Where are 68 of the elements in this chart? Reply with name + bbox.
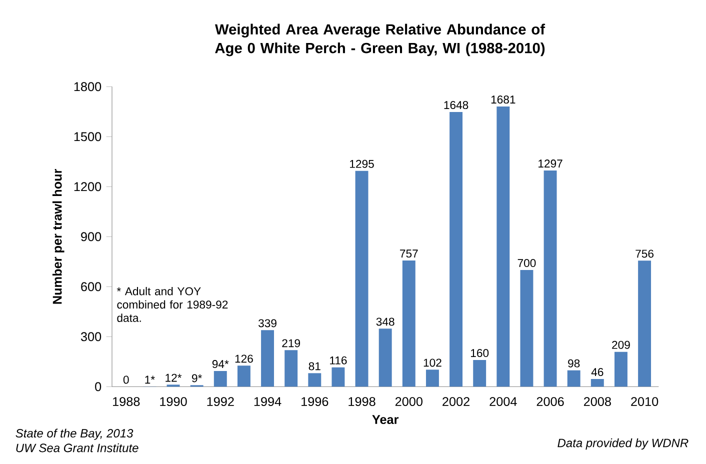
bar <box>261 330 274 387</box>
text: State of the Bay, 2013 <box>16 428 134 440</box>
data-label: 1648 <box>444 101 468 110</box>
bar <box>544 170 557 387</box>
x-tick-label: 1994 <box>254 397 282 406</box>
x-tick-label: 1992 <box>207 397 234 406</box>
x-tick-label: 2002 <box>442 397 470 406</box>
x-tick-label: 2008 <box>584 397 611 406</box>
text: Data provided by WDNR <box>558 438 688 450</box>
data-label: 1681 <box>491 96 516 104</box>
data-label: 209 <box>612 340 630 349</box>
bar <box>473 360 486 387</box>
y-axis-title: Number per trawl hour <box>52 168 64 304</box>
bar <box>308 373 322 387</box>
x-tick-label: 2006 <box>536 397 564 406</box>
data-label: 700 <box>518 259 536 268</box>
data-label: 1* <box>145 376 155 384</box>
text: UW Sea Grant Institute <box>16 443 138 452</box>
data-label: 1297 <box>538 160 562 168</box>
y-tick-label: 0 <box>95 382 102 392</box>
data-label: 339 <box>258 319 276 328</box>
bar <box>520 270 534 387</box>
data-label: 46 <box>591 368 604 376</box>
bar <box>355 170 368 387</box>
x-tick-label: 1988 <box>113 397 140 406</box>
bar <box>567 370 580 387</box>
chart-title: Weighted Area Average Relative Abundance of Age 0 White Perch - Green Bay, WI (1988-2010) <box>214 24 546 56</box>
data-label: 98 <box>568 359 580 368</box>
y-tick-label: 1200 <box>74 182 102 192</box>
data-label: 160 <box>470 349 489 358</box>
data-label: 94* <box>212 360 229 368</box>
bar <box>237 366 250 387</box>
x-tick-label: 1998 <box>348 397 376 406</box>
bar <box>496 106 510 387</box>
bar <box>214 371 227 387</box>
data-label: 102 <box>424 358 442 367</box>
bar <box>450 112 463 387</box>
bar <box>590 379 604 387</box>
bar <box>284 350 298 387</box>
y-tick-label: 900 <box>81 232 102 242</box>
y-tick-label: 300 <box>80 332 102 342</box>
y-tick-label: 600 <box>81 282 102 292</box>
bar <box>332 367 345 387</box>
x-tick-label: 1990 <box>160 397 187 406</box>
bar <box>614 352 628 387</box>
x-tick-label: 2004 <box>490 397 517 406</box>
data-label: 12* <box>166 374 182 382</box>
data-label: 219 <box>282 339 300 348</box>
data-label: 0 <box>123 376 129 384</box>
data-label: 116 <box>330 356 347 364</box>
x-axis-title: Year <box>372 415 399 424</box>
x-tick-label: 2000 <box>395 397 422 406</box>
data-label: 9* <box>192 374 202 382</box>
data-label: 81 <box>308 362 320 370</box>
data-label: 126 <box>235 354 253 363</box>
data-label: 757 <box>400 250 418 258</box>
x-tick-label: 1996 <box>302 397 328 406</box>
y-tick-label: 1800 <box>74 82 102 92</box>
annotation: * Adult and YOY combined for 1989-92 data. <box>116 286 228 322</box>
bar <box>426 370 439 387</box>
data-label: 1295 <box>350 160 374 168</box>
y-tick-label: 1500 <box>74 132 102 142</box>
x-tick-label: 2010 <box>631 397 658 406</box>
data-label: 756 <box>636 250 654 258</box>
data-label: 348 <box>376 318 394 326</box>
bar <box>378 328 392 387</box>
bar <box>402 260 416 387</box>
bar <box>638 260 652 387</box>
